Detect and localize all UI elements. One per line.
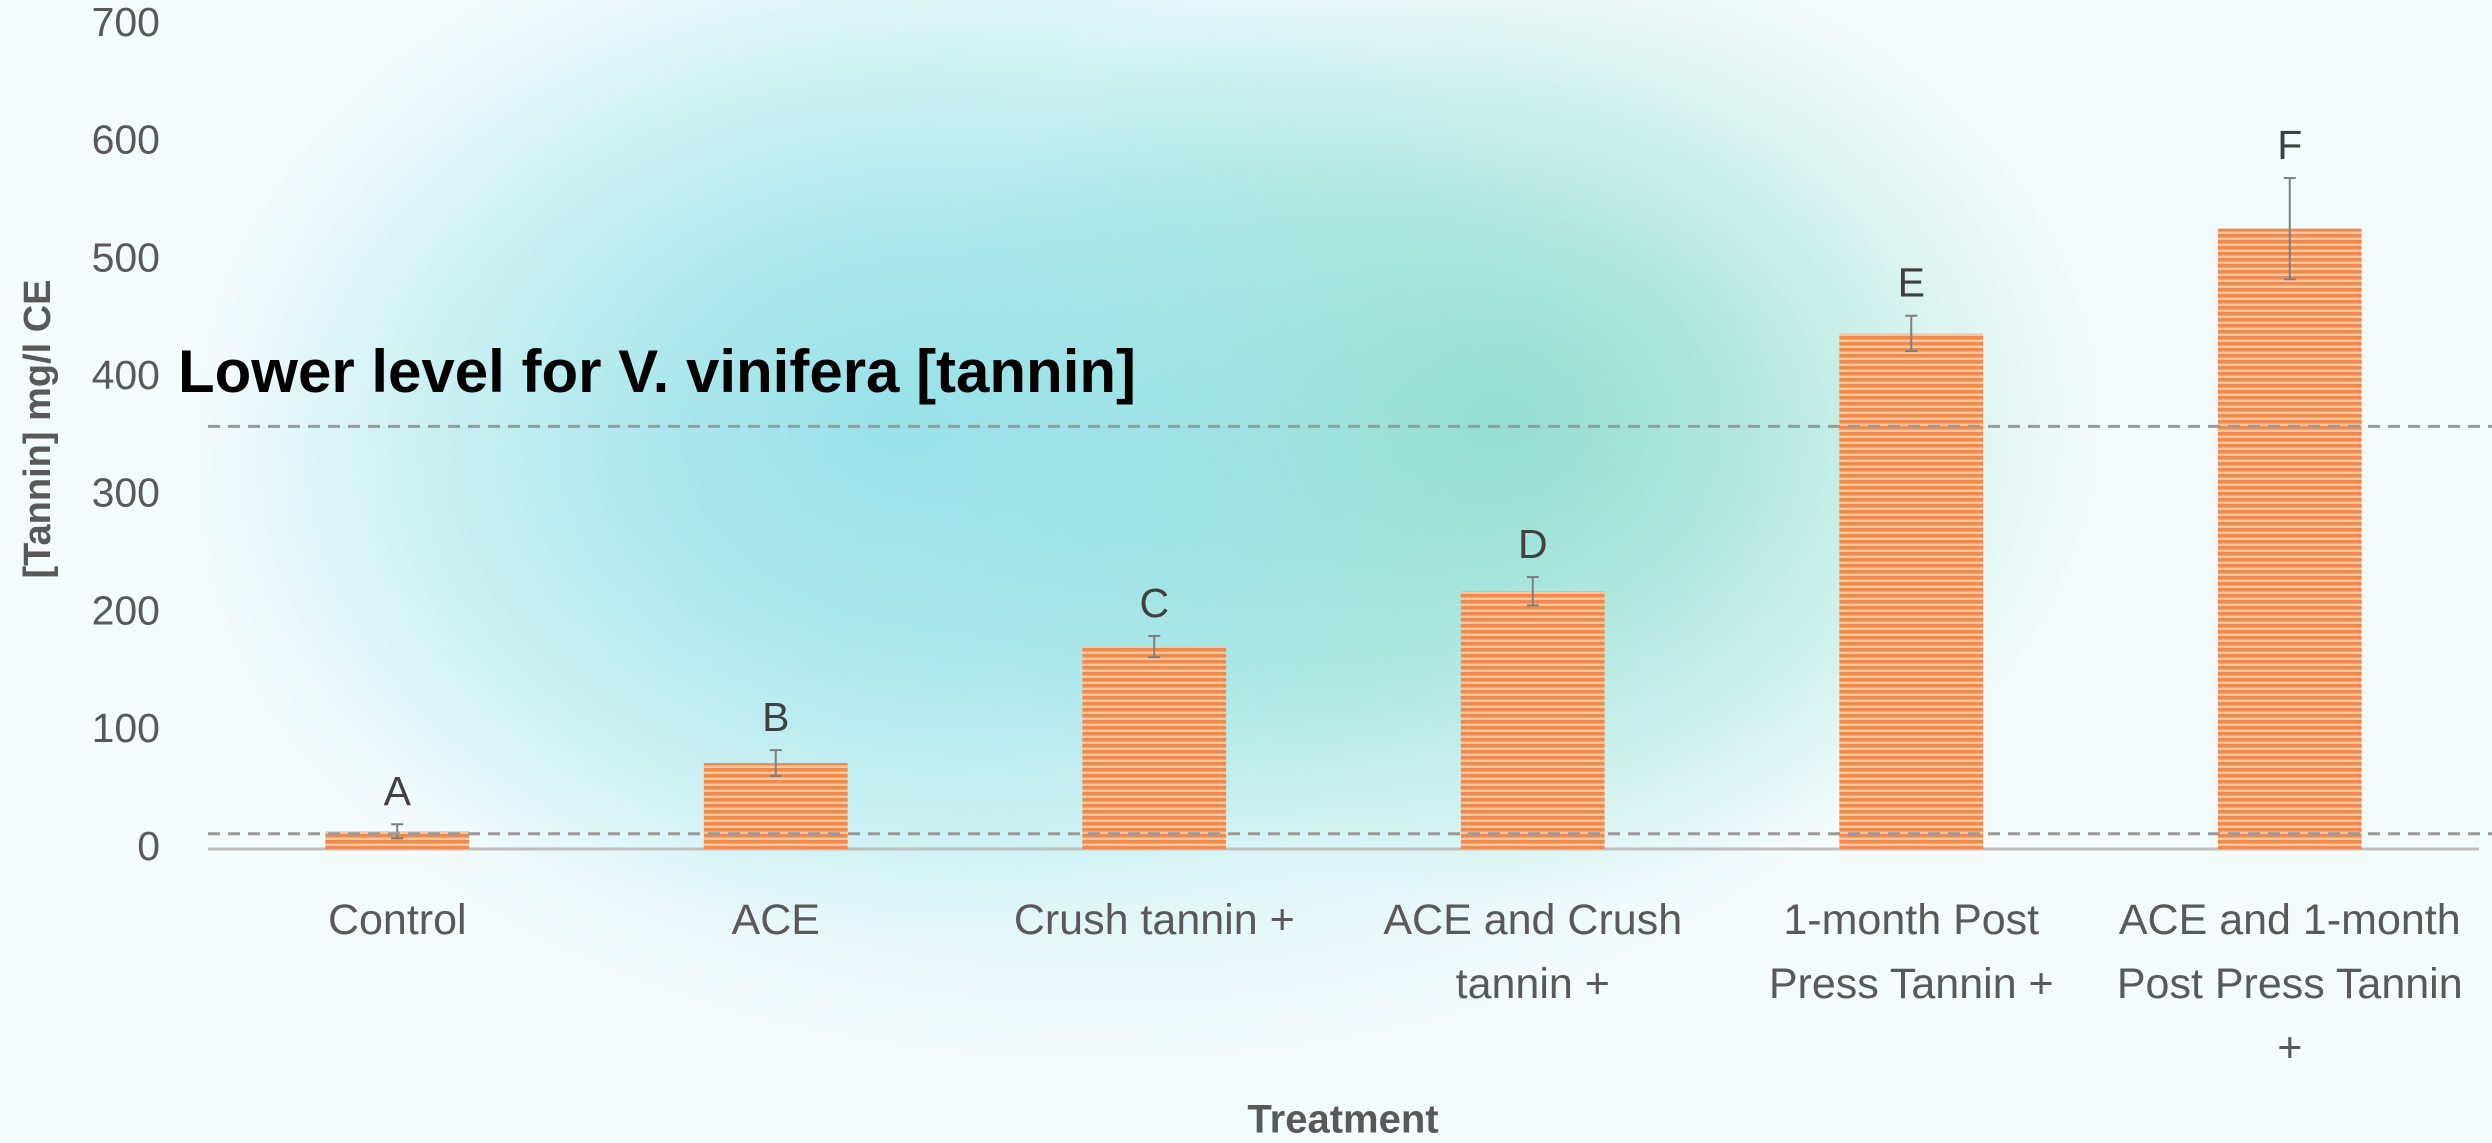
y-tick-label: 700 (92, 0, 160, 45)
error-bar (1148, 634, 1161, 659)
error-bar (391, 823, 404, 840)
y-axis-title: [Tannin] mg/l CE (17, 279, 59, 578)
bar-label: A (384, 768, 412, 814)
annotation: Lower level for V. vinifera [tannin] (178, 338, 1136, 405)
x-tick-label: ACE and Crush tannin + (1383, 896, 1683, 1008)
bar-label: C (1139, 580, 1169, 626)
y-tick-label: 400 (92, 352, 160, 398)
bar (325, 831, 470, 849)
bar-label: B (762, 694, 789, 740)
x-tick-label: Crush tannin + (1013, 896, 1295, 944)
y-tick-label: 500 (92, 234, 160, 280)
y-tick-label: 300 (92, 470, 160, 516)
y-tick-label: 0 (137, 823, 160, 869)
error-bar (769, 749, 782, 778)
x-tick-label: ACE (731, 896, 820, 944)
error-bar (2283, 177, 2296, 281)
bar-label: E (1898, 260, 1925, 306)
error-bar (1905, 314, 1918, 353)
bar-label: D (1518, 521, 1548, 567)
bar-label: F (2277, 122, 2302, 168)
x-tick-label: Control (327, 896, 467, 944)
y-tick-label: 200 (92, 587, 160, 633)
y-tick-label: 100 (92, 705, 160, 751)
bar (1460, 591, 1605, 849)
bar (1839, 333, 1984, 849)
error-bar (1526, 576, 1539, 607)
y-tick-label: 600 (92, 117, 160, 163)
x-axis-title: Treatment (1247, 1098, 1438, 1142)
bar (2217, 228, 2362, 849)
x-tick-label: 1-month Post Press Tannin + (1768, 896, 2054, 1008)
x-tick-label: ACE and 1-month Post Press Tannin + (2116, 896, 2463, 1072)
bar (1082, 646, 1227, 849)
